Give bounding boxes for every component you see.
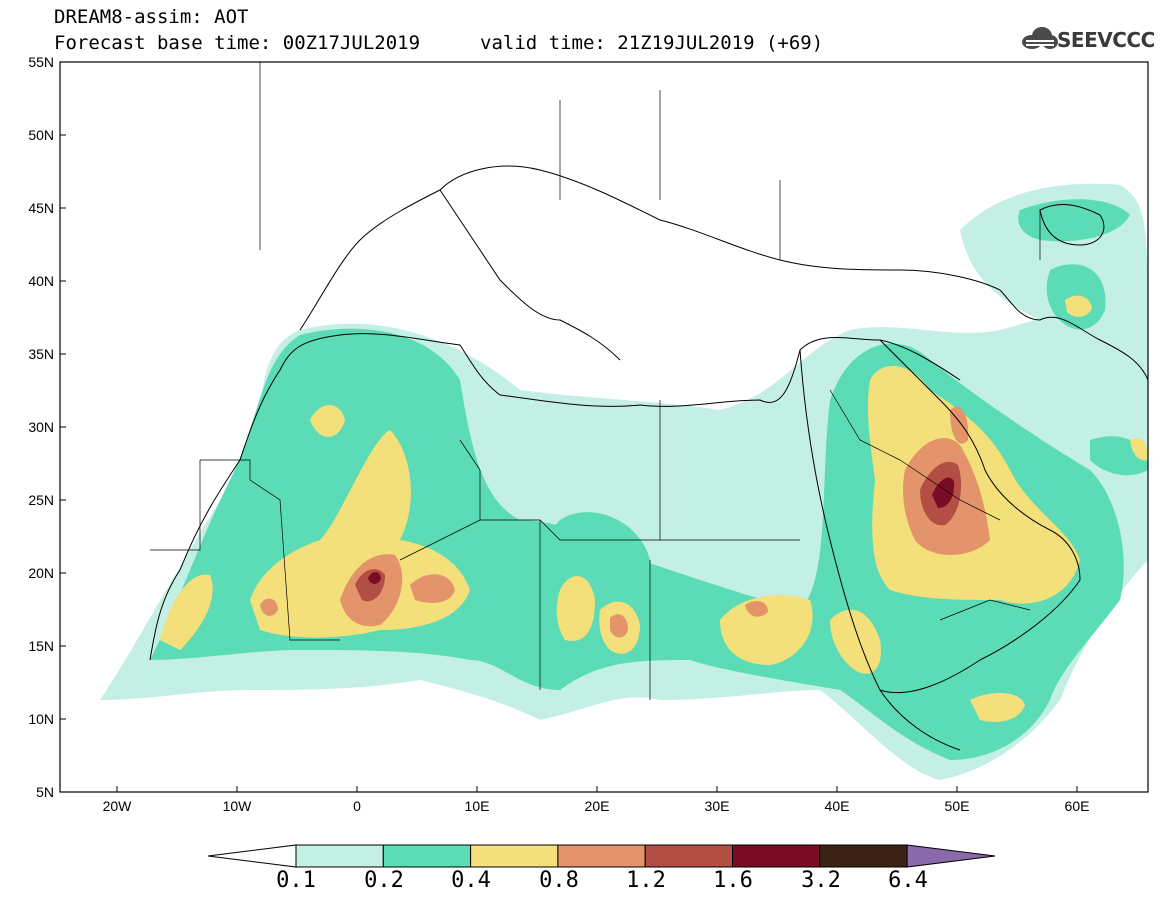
- aot-field: [100, 62, 1148, 780]
- forecast-base-time: Forecast base time: 00Z17JUL2019: [54, 32, 421, 54]
- lon-label: 30E: [704, 798, 730, 814]
- axis-ticks: [60, 61, 1078, 792]
- lon-label: 20E: [584, 798, 610, 814]
- lon-label: 40E: [824, 798, 850, 814]
- logo-text: SEEVCCC: [1057, 28, 1155, 52]
- colorbar-label: 6.4: [888, 868, 928, 893]
- lat-label: 50N: [28, 127, 54, 143]
- coastlines: [149, 165, 1148, 751]
- lat-label: 25N: [28, 492, 54, 508]
- lat-label: 10N: [28, 711, 54, 727]
- colorbar-label: 0.2: [364, 868, 404, 893]
- colorbar-label: 1.2: [626, 868, 666, 893]
- lon-label: 60E: [1064, 798, 1090, 814]
- map-title: DREAM8-assim: AOT: [54, 6, 249, 28]
- lat-label: 55N: [28, 54, 54, 70]
- lat-label: 35N: [28, 346, 54, 362]
- lon-label: 10W: [222, 798, 252, 814]
- lat-label: 5N: [36, 784, 54, 800]
- lat-label: 45N: [28, 200, 54, 216]
- lat-label: 30N: [28, 419, 54, 435]
- colorbar-label: 0.4: [451, 868, 491, 893]
- lon-label: 20W: [102, 798, 132, 814]
- lon-label: 50E: [944, 798, 970, 814]
- colorbar-label: 1.6: [713, 868, 753, 893]
- lon-label: 0: [353, 798, 361, 814]
- valid-time: valid time: 21Z19JUL2019 (+69): [480, 32, 824, 54]
- lat-label: 15N: [28, 638, 54, 654]
- lon-label: 10E: [464, 798, 490, 814]
- colorbar-label: 0.8: [539, 868, 579, 893]
- colorbar-label: 3.2: [801, 868, 841, 893]
- colorbar-label: 0.1: [276, 868, 316, 893]
- lat-label: 20N: [28, 565, 54, 581]
- lat-label: 40N: [28, 273, 54, 289]
- borders: [150, 62, 1041, 700]
- cloud-logo-icon: [1022, 27, 1058, 49]
